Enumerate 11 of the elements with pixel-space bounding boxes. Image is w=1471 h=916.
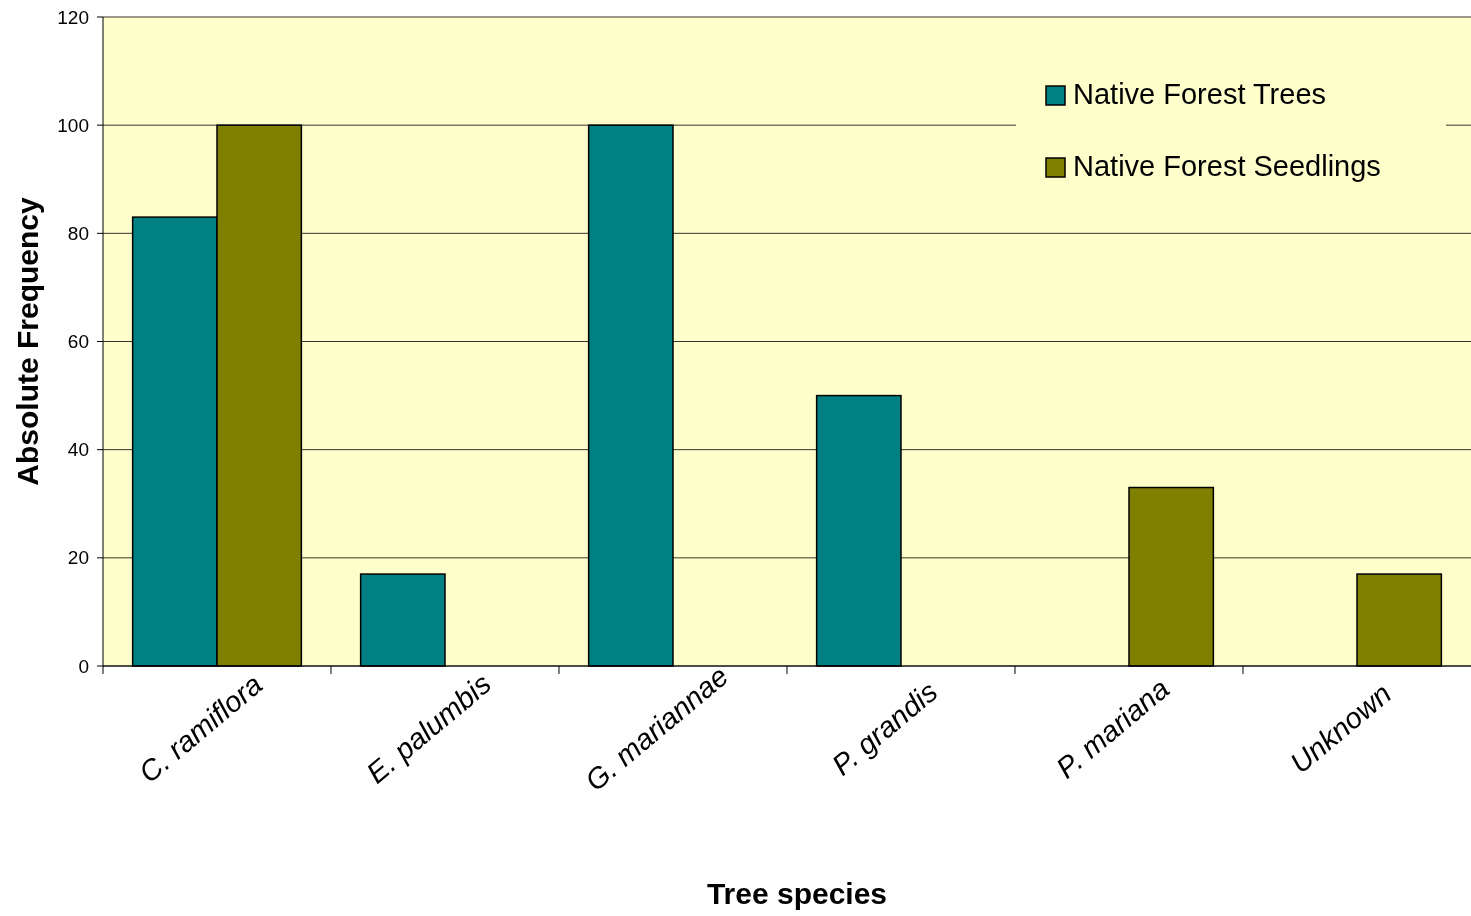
y-tick-label: 100: [57, 114, 89, 136]
x-axis-title: Tree species: [706, 877, 888, 910]
y-tick-label: 40: [67, 439, 89, 461]
y-tick-label: 80: [67, 222, 89, 244]
y-axis-title: Absolute Frequency: [11, 197, 44, 486]
y-tick-label: 0: [78, 655, 89, 677]
legend-label: Native Forest Trees: [1073, 78, 1327, 110]
y-tick-label: 120: [57, 6, 89, 28]
y-tick-label: 20: [67, 547, 89, 569]
y-tick-label: 60: [67, 331, 89, 353]
legend-label: Native Forest Seedlings: [1073, 150, 1381, 182]
